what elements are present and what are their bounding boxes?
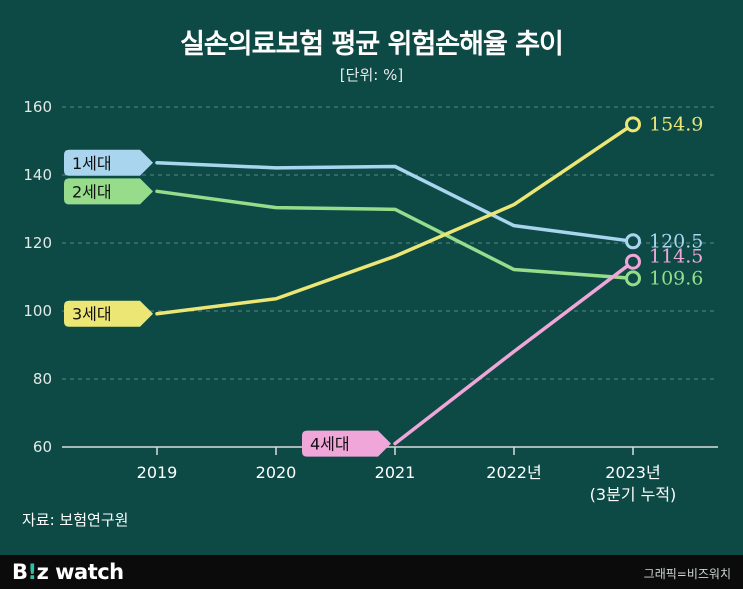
series-tag-box <box>64 300 153 327</box>
x-tick-label: 2022년 <box>486 463 541 482</box>
series-end-marker <box>625 270 641 287</box>
series-name-label: 1세대 <box>72 154 112 173</box>
series-end-value: 109.6 <box>649 267 703 289</box>
line-chart: 60 80 100 120 140 160 2019 2020 2021 2022년 2023년 (3… <box>23 98 718 504</box>
series-end-value: 154.9 <box>649 113 703 135</box>
series-tag-box <box>64 149 153 176</box>
chart-title: 실손의료보험 평균 위험손해율 추이 <box>180 29 564 60</box>
series-line-4 <box>393 259 635 446</box>
y-tick-label: 120 <box>23 234 52 252</box>
series-end-marker <box>625 116 641 133</box>
y-tick-label: 60 <box>33 438 52 456</box>
y-tick-label: 80 <box>33 370 52 388</box>
series-name-label: 2세대 <box>72 182 112 201</box>
series-end-value: 114.5 <box>649 246 703 268</box>
footer-bar: B!z watch 그래픽=비즈워치 <box>0 555 743 589</box>
unit-label: [단위: %] <box>339 66 404 84</box>
series-name-label: 3세대 <box>72 305 112 324</box>
source-note: 자료: 보험연구원 <box>22 511 129 529</box>
y-tick-label: 140 <box>23 166 52 184</box>
brand-logo: B!z watch <box>12 560 124 584</box>
x-tick-label: 2020 <box>256 463 297 482</box>
series-tag-box <box>64 178 153 205</box>
x-tick-label: 2023년 <box>605 463 660 482</box>
series-name-label: 4세대 <box>310 435 350 454</box>
x-tick-label: (3분기 누적) <box>590 485 677 504</box>
series-end-marker <box>625 233 641 250</box>
x-tick-label: 2019 <box>137 463 178 482</box>
series-line-3 <box>155 122 635 316</box>
series-line-1 <box>155 161 635 244</box>
graphic-credit: 그래픽=비즈워치 <box>643 567 731 581</box>
series-end-value: 120.5 <box>649 230 703 252</box>
series-end-marker <box>625 253 641 270</box>
series-tag-box <box>302 430 391 457</box>
y-tick-label: 100 <box>23 302 52 320</box>
y-tick-label: 160 <box>23 98 52 116</box>
x-tick-label: 2021 <box>375 463 416 482</box>
series-line-2 <box>155 189 635 281</box>
